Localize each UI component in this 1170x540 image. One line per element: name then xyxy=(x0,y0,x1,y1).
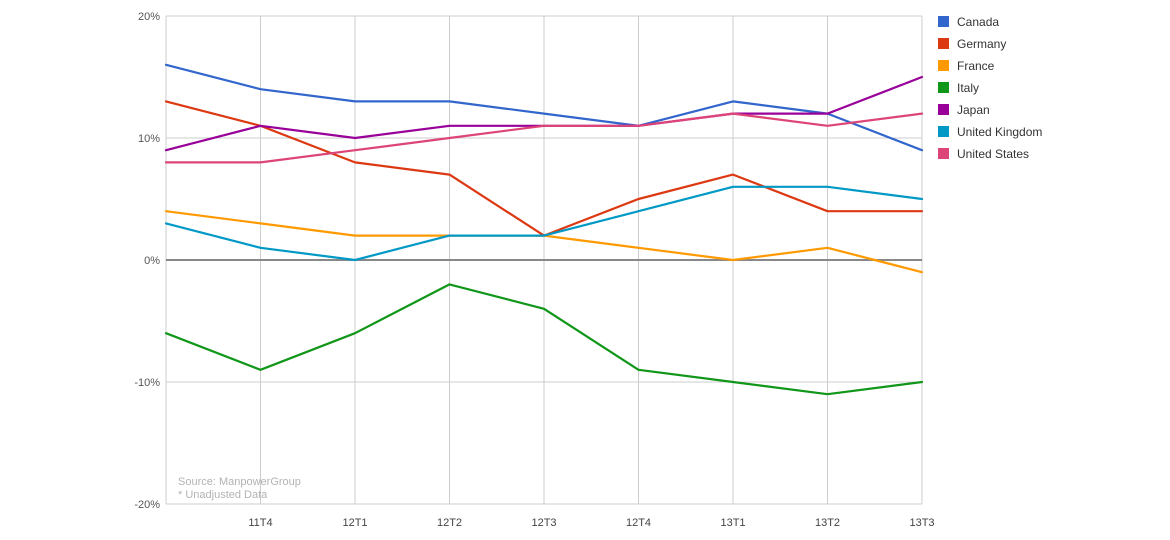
x-tick-label: 12T3 xyxy=(531,517,556,529)
x-tick-label: 12T2 xyxy=(437,517,462,529)
legend-label: Canada xyxy=(957,15,999,29)
series-line-united-kingdom xyxy=(164,185,924,262)
series-line-italy xyxy=(164,283,924,396)
legend-swatch xyxy=(938,126,949,137)
legend-label: United States xyxy=(957,147,1029,161)
series-line-united-states xyxy=(164,112,924,164)
legend-label: France xyxy=(957,59,995,73)
y-axis: 20% 10% 0% -10% -20% xyxy=(134,11,160,511)
source-note: Source: ManpowerGroup * Unadjusted Data xyxy=(178,476,301,501)
y-tick-label: 10% xyxy=(138,133,160,145)
y-tick-label: -20% xyxy=(134,499,160,511)
x-tick-label: 13T2 xyxy=(815,517,840,529)
legend-label: Japan xyxy=(957,103,990,117)
x-tick-label: 13T1 xyxy=(720,517,745,529)
x-tick-label: 12T1 xyxy=(342,517,367,529)
legend-label: Germany xyxy=(957,37,1006,51)
legend-swatch xyxy=(938,16,949,27)
y-tick-label: 0% xyxy=(144,255,160,267)
legend-label: Italy xyxy=(957,81,979,95)
y-tick-label: -10% xyxy=(134,377,160,389)
y-tick-label: 20% xyxy=(138,11,160,23)
unadjusted-annotation: * Unadjusted Data xyxy=(178,489,268,501)
series-line-canada xyxy=(164,63,924,152)
x-axis: 11T4 12T1 12T2 12T3 12T4 13T1 13T2 13T3 xyxy=(248,517,934,529)
legend-swatch xyxy=(938,82,949,93)
series-layer xyxy=(164,63,924,396)
source-annotation: Source: ManpowerGroup xyxy=(178,476,301,488)
x-tick-label: 12T4 xyxy=(626,517,651,529)
legend-swatch xyxy=(938,104,949,115)
legend-swatch xyxy=(938,60,949,71)
legend-swatch xyxy=(938,148,949,159)
legend-label: United Kingdom xyxy=(957,125,1042,139)
legend-swatch xyxy=(938,38,949,49)
x-tick-label: 11T4 xyxy=(248,517,272,529)
legend: Canada Germany France Italy Japan United King… xyxy=(938,15,1042,161)
x-tick-label: 13T3 xyxy=(909,517,934,529)
